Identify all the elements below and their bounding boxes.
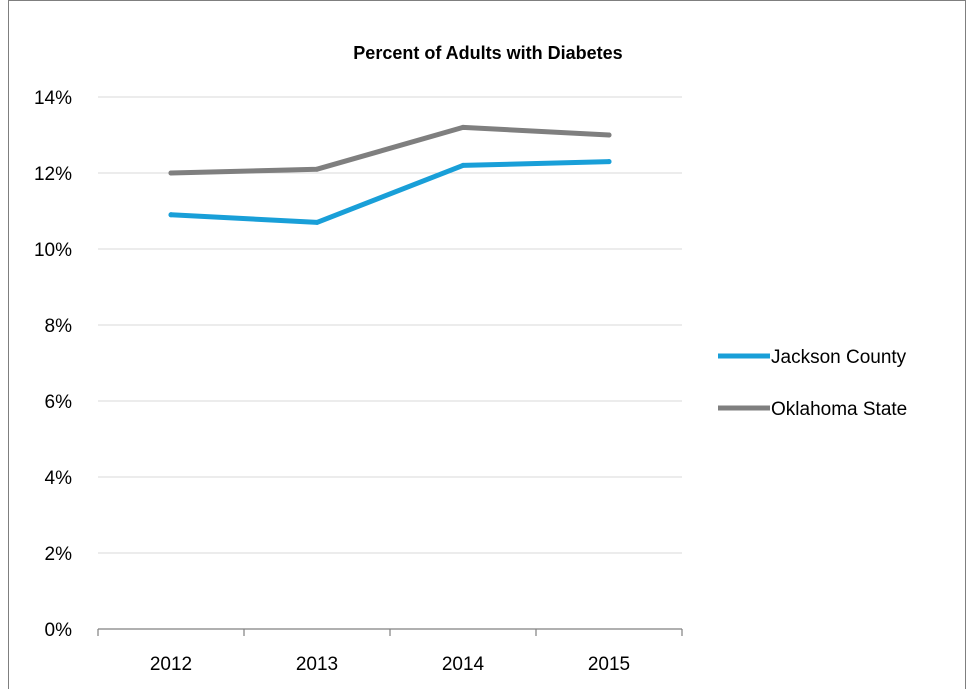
y-tick-label: 12% bbox=[34, 164, 72, 185]
data-point bbox=[606, 132, 612, 138]
y-axis: 0% 2% 4% 6% 8% 10% 12% 14% bbox=[34, 88, 72, 641]
chart-frame bbox=[8, 0, 966, 689]
data-point bbox=[314, 219, 320, 225]
chart-title: Percent of Adults with Diabetes bbox=[353, 43, 622, 63]
data-point bbox=[314, 166, 320, 172]
y-tick-label: 0% bbox=[45, 620, 73, 641]
data-point bbox=[460, 162, 466, 168]
legend: Jackson County Oklahoma State bbox=[718, 347, 907, 420]
series-line-1 bbox=[168, 124, 612, 176]
data-point bbox=[168, 212, 174, 218]
data-point bbox=[168, 170, 174, 176]
x-tick-label: 2015 bbox=[588, 654, 630, 675]
series-lines bbox=[168, 124, 612, 225]
legend-label: Oklahoma State bbox=[771, 399, 907, 420]
x-tick-label: 2014 bbox=[442, 654, 485, 675]
data-point bbox=[606, 159, 612, 165]
y-tick-label: 14% bbox=[34, 88, 72, 109]
y-tick-label: 2% bbox=[45, 544, 73, 565]
series-line-0 bbox=[168, 159, 612, 225]
data-point bbox=[460, 124, 466, 130]
y-tick-label: 10% bbox=[34, 240, 72, 261]
gridlines bbox=[98, 96, 682, 554]
y-tick-label: 4% bbox=[45, 468, 73, 489]
x-axis: 2012 2013 2014 2015 bbox=[97, 628, 683, 675]
x-tick-label: 2013 bbox=[296, 654, 338, 675]
y-tick-label: 6% bbox=[45, 392, 73, 413]
legend-label: Jackson County bbox=[771, 347, 907, 368]
y-tick-label: 8% bbox=[45, 316, 73, 337]
x-tick-label: 2012 bbox=[150, 654, 192, 675]
